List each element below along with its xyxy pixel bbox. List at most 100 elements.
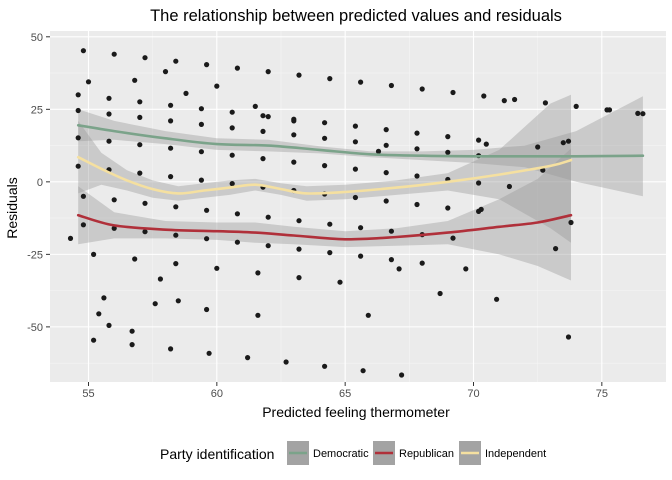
data-point <box>396 266 402 272</box>
data-point <box>234 211 240 217</box>
data-point <box>173 58 179 64</box>
data-point <box>142 229 148 235</box>
data-point <box>265 214 271 220</box>
x-axis-ticks: 55 60 65 70 75 <box>82 382 608 400</box>
data-point <box>204 306 210 313</box>
data-point <box>445 134 451 140</box>
data-point <box>204 207 210 213</box>
data-point <box>358 79 364 85</box>
data-point <box>234 239 240 245</box>
data-point <box>352 123 358 129</box>
y-tick-label: 50 <box>31 32 43 44</box>
data-point <box>291 132 297 138</box>
legend-keys: Democratic Republican Independent <box>287 441 546 465</box>
data-point <box>229 125 235 131</box>
data-point <box>168 174 174 180</box>
smooth-lines <box>76 124 645 241</box>
data-point <box>137 142 143 148</box>
x-tick-label: 70 <box>467 388 479 400</box>
data-point <box>419 86 425 92</box>
legend-label-democratic: Democratic <box>313 448 369 460</box>
data-point <box>106 95 112 101</box>
y-tick-label: -25 <box>27 249 43 261</box>
data-point <box>265 114 271 120</box>
data-point <box>85 79 92 85</box>
data-point <box>542 100 549 106</box>
data-point <box>414 146 420 152</box>
data-point <box>573 103 579 109</box>
data-point <box>137 170 143 176</box>
data-point <box>75 135 81 141</box>
data-point <box>132 77 138 83</box>
data-point <box>565 334 572 340</box>
data-point <box>560 140 566 146</box>
data-point <box>322 135 328 141</box>
data-point <box>399 372 405 378</box>
x-axis-title: Predicted feeling thermometer <box>262 404 450 420</box>
x-tick-label: 65 <box>339 388 351 400</box>
data-point <box>142 55 148 61</box>
legend-label-republican: Republican <box>399 448 454 460</box>
data-point <box>476 137 482 143</box>
data-point <box>463 266 469 272</box>
data-point <box>245 355 251 361</box>
y-axis-ticks: -50 -25 0 25 50 <box>27 32 50 334</box>
data-point <box>414 201 420 208</box>
data-point <box>450 89 456 96</box>
y-tick-label: -50 <box>27 322 43 334</box>
data-point <box>327 76 333 82</box>
data-point <box>511 96 518 103</box>
data-point <box>80 193 86 199</box>
chart-title: The relationship between predicted value… <box>150 7 562 25</box>
data-point <box>365 312 371 318</box>
data-point <box>198 121 204 127</box>
data-point <box>360 368 366 374</box>
data-point <box>352 166 358 172</box>
data-point <box>173 261 179 267</box>
data-point <box>388 82 394 89</box>
data-point <box>414 130 420 136</box>
data-point <box>142 200 148 206</box>
smooth-line-democratic <box>76 124 645 158</box>
data-point <box>481 93 487 99</box>
data-point <box>437 290 443 297</box>
data-point <box>198 106 204 112</box>
data-point <box>91 337 97 343</box>
data-point <box>214 83 220 89</box>
grid-lines <box>50 31 666 382</box>
data-point <box>296 218 302 224</box>
data-point <box>183 90 189 96</box>
data-point <box>445 149 451 155</box>
data-point <box>75 107 81 114</box>
data-point <box>152 301 158 307</box>
data-point <box>358 253 364 259</box>
data-point <box>606 107 613 113</box>
x-tick-label: 75 <box>596 388 608 400</box>
x-tick-label: 55 <box>82 388 94 400</box>
data-point <box>198 149 204 155</box>
data-point <box>96 311 102 317</box>
data-point <box>137 114 143 120</box>
data-point <box>255 312 261 318</box>
data-point <box>483 141 489 147</box>
data-point <box>445 205 451 211</box>
data-point <box>296 72 302 78</box>
data-point <box>494 296 500 302</box>
data-point <box>204 62 210 68</box>
data-point <box>337 279 343 285</box>
confidence-band-independent <box>78 94 571 243</box>
data-point <box>80 222 86 228</box>
data-point <box>255 270 261 276</box>
y-axis-title: Residuals <box>4 177 20 238</box>
data-point <box>168 102 174 108</box>
data-point <box>101 295 107 301</box>
data-point <box>383 142 389 148</box>
data-point <box>327 250 333 256</box>
data-point <box>175 298 181 304</box>
confidence-band-republican <box>78 148 571 281</box>
data-point <box>106 322 112 328</box>
data-point <box>414 173 420 179</box>
data-point <box>198 177 204 183</box>
data-point <box>388 228 394 234</box>
